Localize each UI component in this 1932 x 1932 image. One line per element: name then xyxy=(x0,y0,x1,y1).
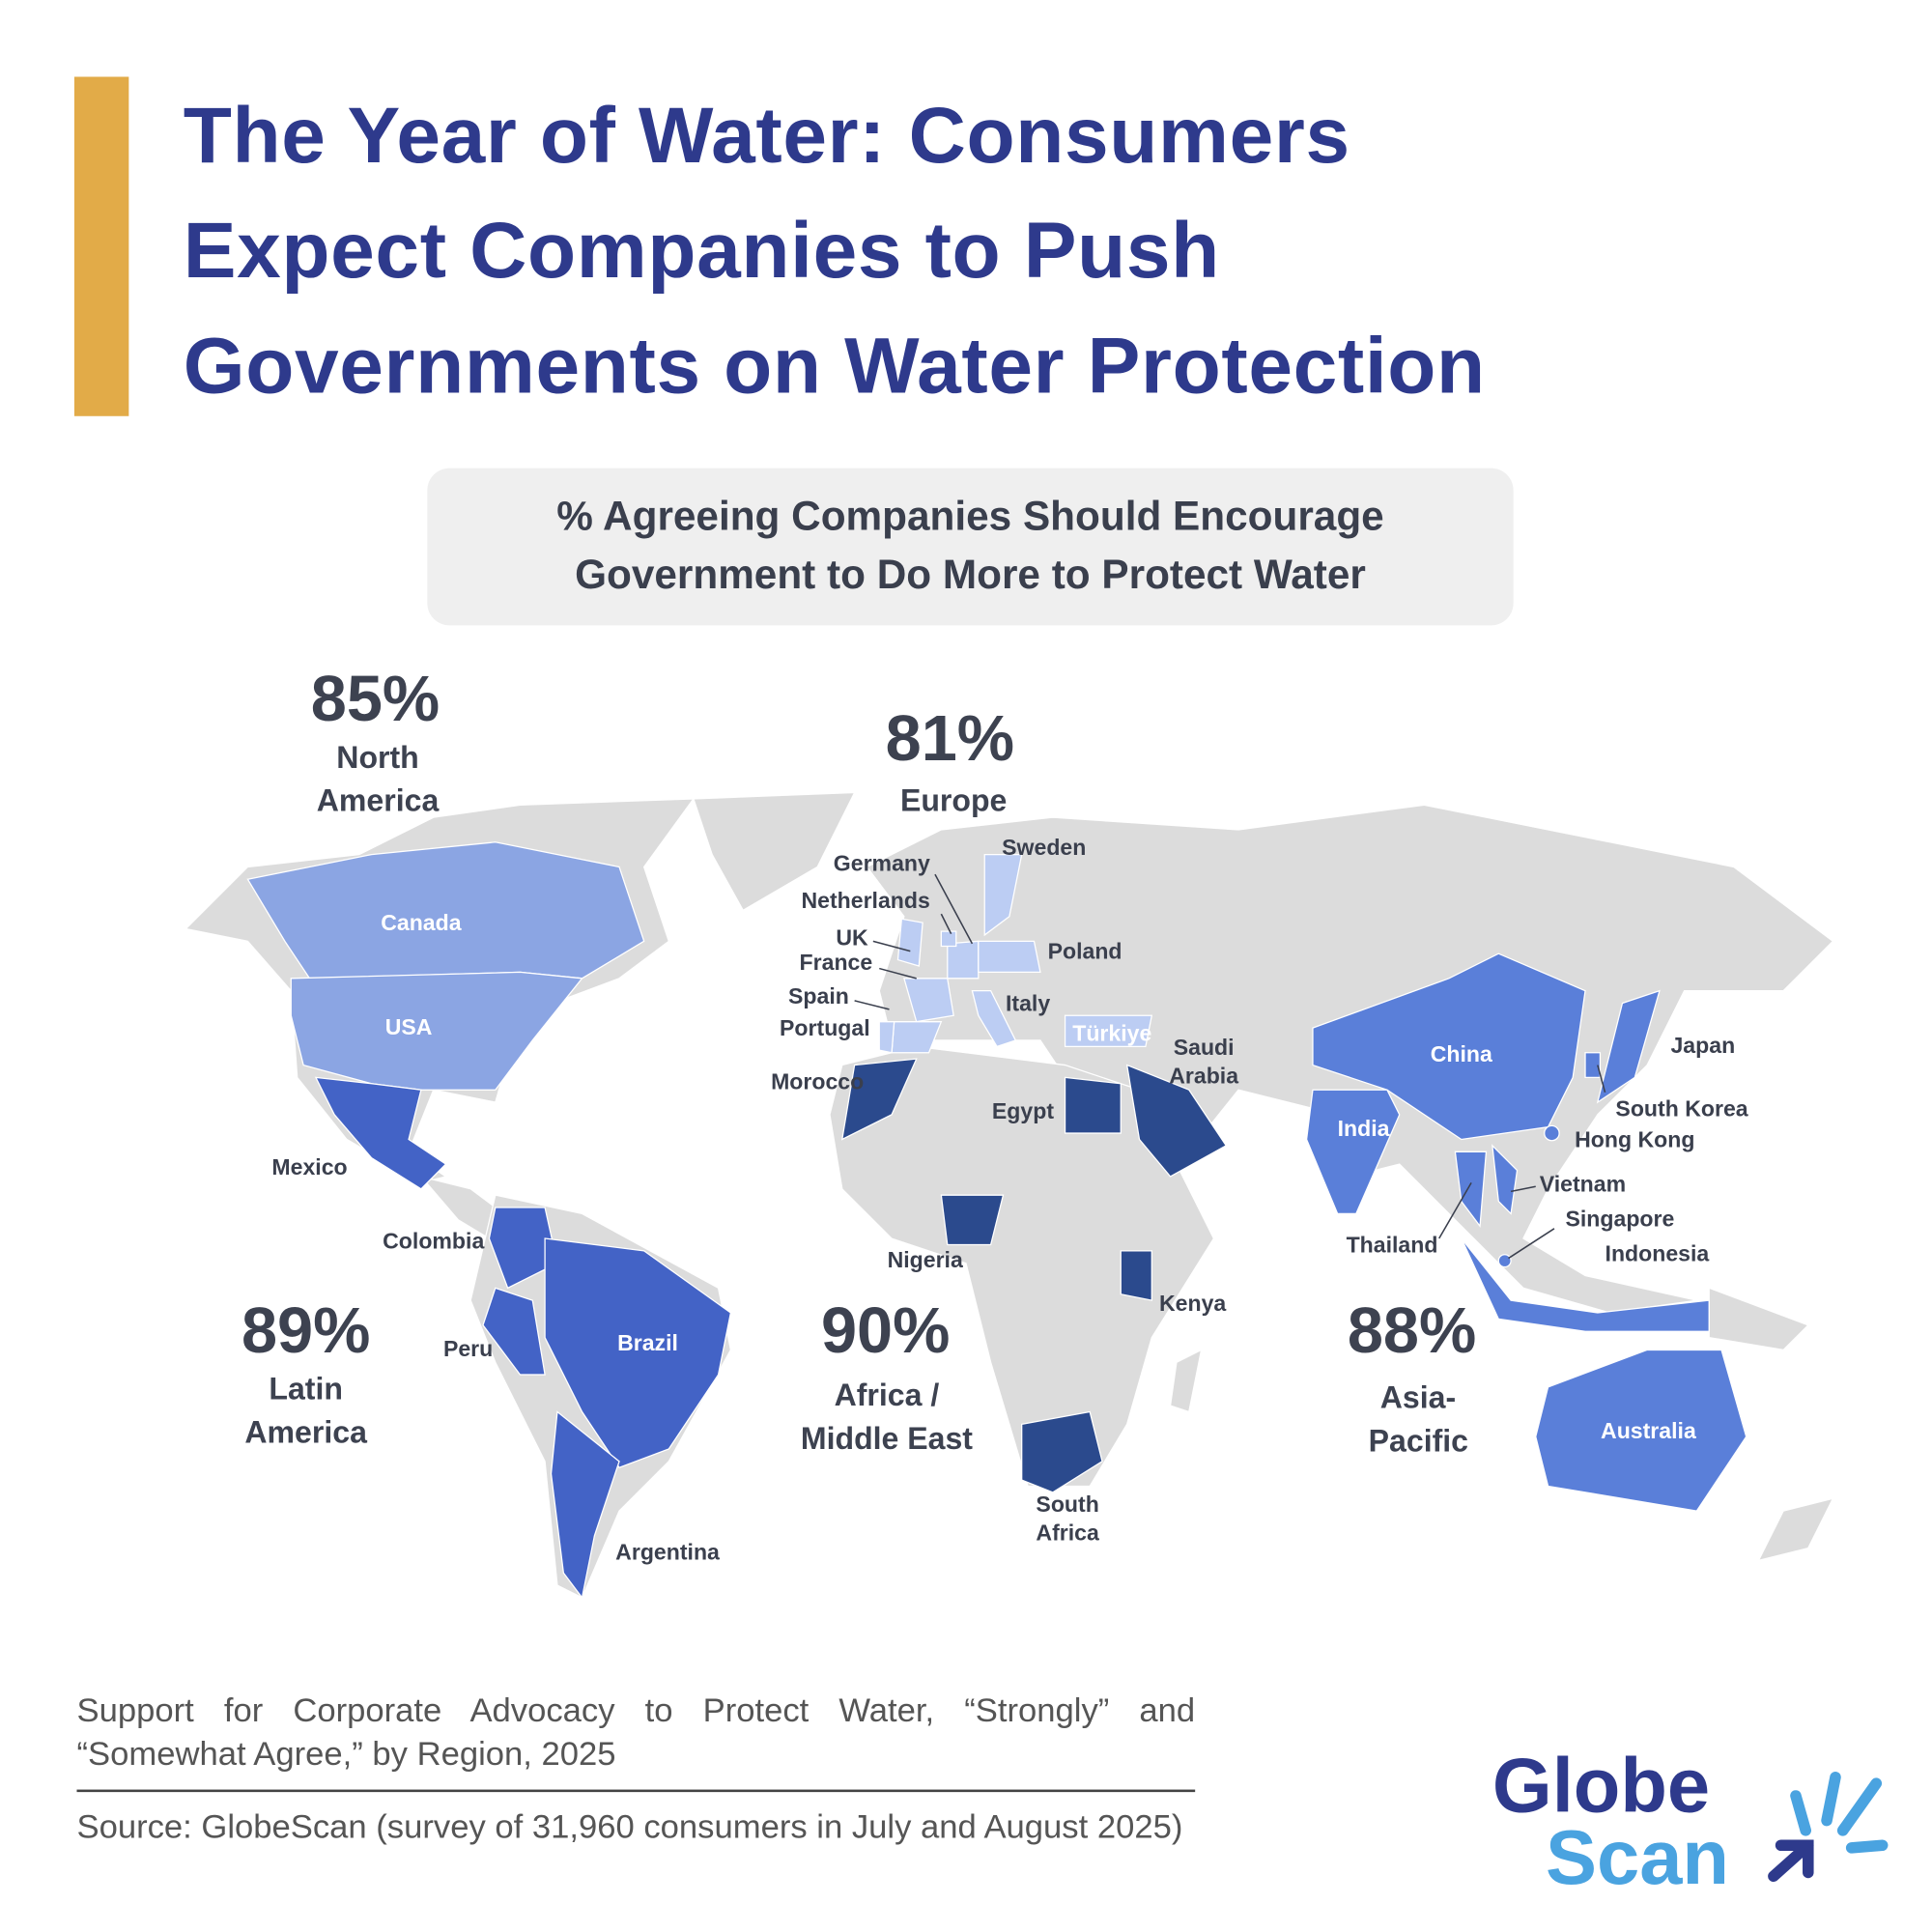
region-value: 81% xyxy=(885,703,1015,776)
country-shape xyxy=(1064,1076,1122,1134)
country-shape xyxy=(1305,1089,1401,1215)
region-value: 89% xyxy=(241,1295,371,1368)
country-shape xyxy=(1596,989,1661,1104)
country-shape xyxy=(314,1076,447,1190)
country-shape xyxy=(1544,1124,1560,1142)
region-value: 90% xyxy=(820,1295,951,1368)
country-label: Sweden xyxy=(1002,835,1087,861)
country-label: Netherlands xyxy=(801,888,930,914)
country-label: Brazil xyxy=(617,1330,678,1355)
country-shape xyxy=(544,1237,732,1469)
leader-lines xyxy=(854,873,1606,1260)
country-label: Poland xyxy=(1047,939,1122,964)
country-label: USA xyxy=(384,1014,433,1040)
country-label: Spain xyxy=(788,983,849,1009)
country-shape xyxy=(1535,1349,1747,1512)
country-shape xyxy=(903,978,954,1023)
country-label: India xyxy=(1337,1116,1390,1142)
country-label: Portugal xyxy=(780,1015,870,1041)
title-line: The Year of Water: Consumers xyxy=(183,90,1350,180)
country-shape xyxy=(1497,1254,1512,1268)
logo-text: Globe xyxy=(1492,1744,1711,1830)
country-shape xyxy=(550,1410,620,1600)
accent-bar xyxy=(73,76,129,416)
country-label: Morocco xyxy=(771,1068,865,1094)
country-shape xyxy=(947,940,980,980)
title-line: Governments on Water Protection xyxy=(183,321,1486,411)
country-shape xyxy=(1461,1237,1710,1332)
region-value: 85% xyxy=(310,664,440,736)
country-shape xyxy=(940,1194,1005,1246)
country-label: Türkiye xyxy=(1072,1020,1152,1046)
country-label: Saudi Arabia xyxy=(1169,1035,1239,1089)
country-label: South Africa xyxy=(1036,1492,1099,1546)
country-label: South Korea xyxy=(1615,1096,1748,1122)
logo-mark xyxy=(1768,1771,1889,1883)
country-label: Singapore xyxy=(1565,1207,1675,1232)
country-shape xyxy=(878,1021,895,1054)
footnote: Support for Corporate Advocacy to Protec… xyxy=(76,1691,1196,1773)
region-name: Latin America xyxy=(244,1372,367,1451)
country-shape xyxy=(840,1058,918,1141)
country-shape xyxy=(1492,1144,1519,1215)
country-label: Peru xyxy=(442,1336,494,1362)
source: Source: GlobeScan (survey of 31,960 cons… xyxy=(76,1807,1183,1846)
country-shape xyxy=(896,918,923,967)
country-shape xyxy=(940,930,957,948)
country-label: Italy xyxy=(1006,991,1051,1016)
country-label: Nigeria xyxy=(887,1247,963,1273)
country-shape xyxy=(1120,1250,1152,1301)
region-name: Asia-Pacific xyxy=(1368,1380,1469,1460)
country-label: UK xyxy=(836,925,868,951)
country-label: Indonesia xyxy=(1605,1241,1710,1266)
subtitle-box xyxy=(427,468,1514,626)
country-shape xyxy=(246,841,645,980)
country-shape xyxy=(978,940,1041,974)
country-shape xyxy=(1312,952,1586,1141)
divider xyxy=(76,1789,1196,1793)
country-label: Australia xyxy=(1601,1418,1696,1443)
subtitle-line: % Agreeing Companies Should Encourage xyxy=(556,493,1384,539)
country-label: Germany xyxy=(833,851,930,876)
country-label: Mexico xyxy=(271,1154,348,1179)
country-label: Colombia xyxy=(383,1229,485,1254)
region-name: North America xyxy=(316,740,440,819)
country-label: Hong Kong xyxy=(1575,1127,1695,1152)
country-label: France xyxy=(799,950,873,976)
country-label: Canada xyxy=(381,910,462,936)
logo-text: Scan xyxy=(1545,1815,1730,1901)
country-label: Kenya xyxy=(1158,1291,1227,1316)
country-shape xyxy=(1125,1064,1228,1178)
country-shape xyxy=(1454,1151,1488,1228)
country-shape xyxy=(482,1287,546,1376)
region-value: 88% xyxy=(1347,1295,1477,1368)
country-shape xyxy=(1021,1410,1103,1493)
region-name: Europe xyxy=(899,783,1008,819)
country-label: Japan xyxy=(1670,1033,1736,1059)
country-shape xyxy=(290,971,583,1091)
country-label: China xyxy=(1430,1041,1492,1067)
country-label: Vietnam xyxy=(1539,1172,1627,1197)
country-label: Argentina xyxy=(615,1539,720,1565)
subtitle-line: Government to Do More to Protect Water xyxy=(575,551,1366,597)
region-name: Africa / Middle East xyxy=(800,1378,973,1457)
country-label: Thailand xyxy=(1346,1233,1438,1258)
country-shape xyxy=(971,989,1017,1048)
country-shape xyxy=(1064,1014,1153,1047)
country-shape xyxy=(488,1207,558,1290)
country-label: Egypt xyxy=(991,1098,1055,1124)
title-line: Expect Companies to Push xyxy=(183,205,1220,296)
country-shape xyxy=(983,853,1023,937)
country-shape xyxy=(1584,1052,1602,1079)
